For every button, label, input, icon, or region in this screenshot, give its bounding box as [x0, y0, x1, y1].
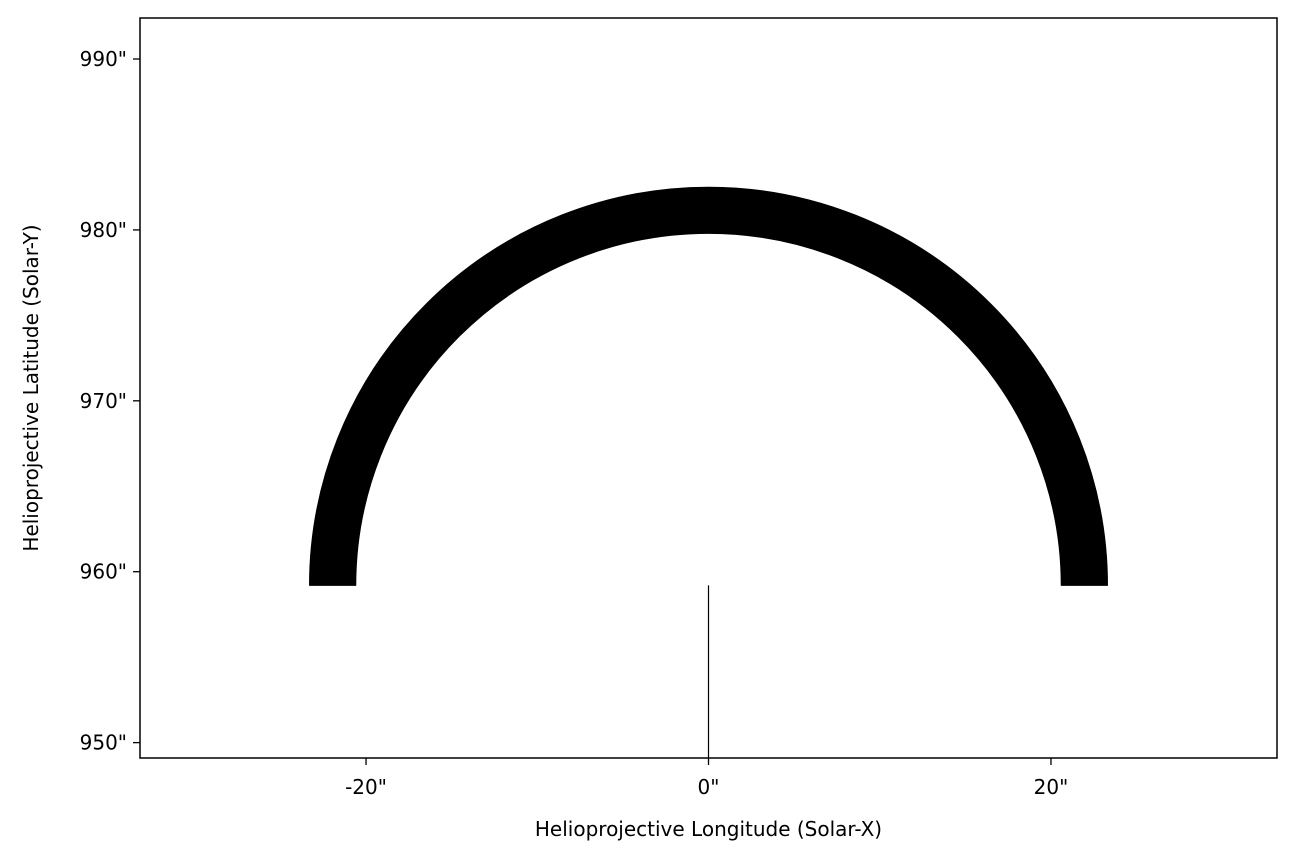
y-tick-label: 950"	[80, 731, 127, 755]
y-tick-label: 990"	[80, 47, 127, 71]
y-tick-label: 980"	[80, 218, 127, 242]
y-axis-label: Helioprojective Latitude (Solar-Y)	[19, 224, 43, 551]
y-tick-label: 960"	[80, 560, 127, 584]
y-axis: 950" 960" 970" 980" 990"	[80, 47, 140, 755]
x-tick-label: 0"	[698, 775, 720, 799]
x-axis: -20" 0" 20"	[345, 758, 1068, 799]
y-tick-label: 970"	[80, 389, 127, 413]
x-tick-label: 20"	[1034, 775, 1069, 799]
x-tick-label: -20"	[345, 775, 387, 799]
x-axis-label: Helioprojective Longitude (Solar-X)	[535, 817, 882, 841]
